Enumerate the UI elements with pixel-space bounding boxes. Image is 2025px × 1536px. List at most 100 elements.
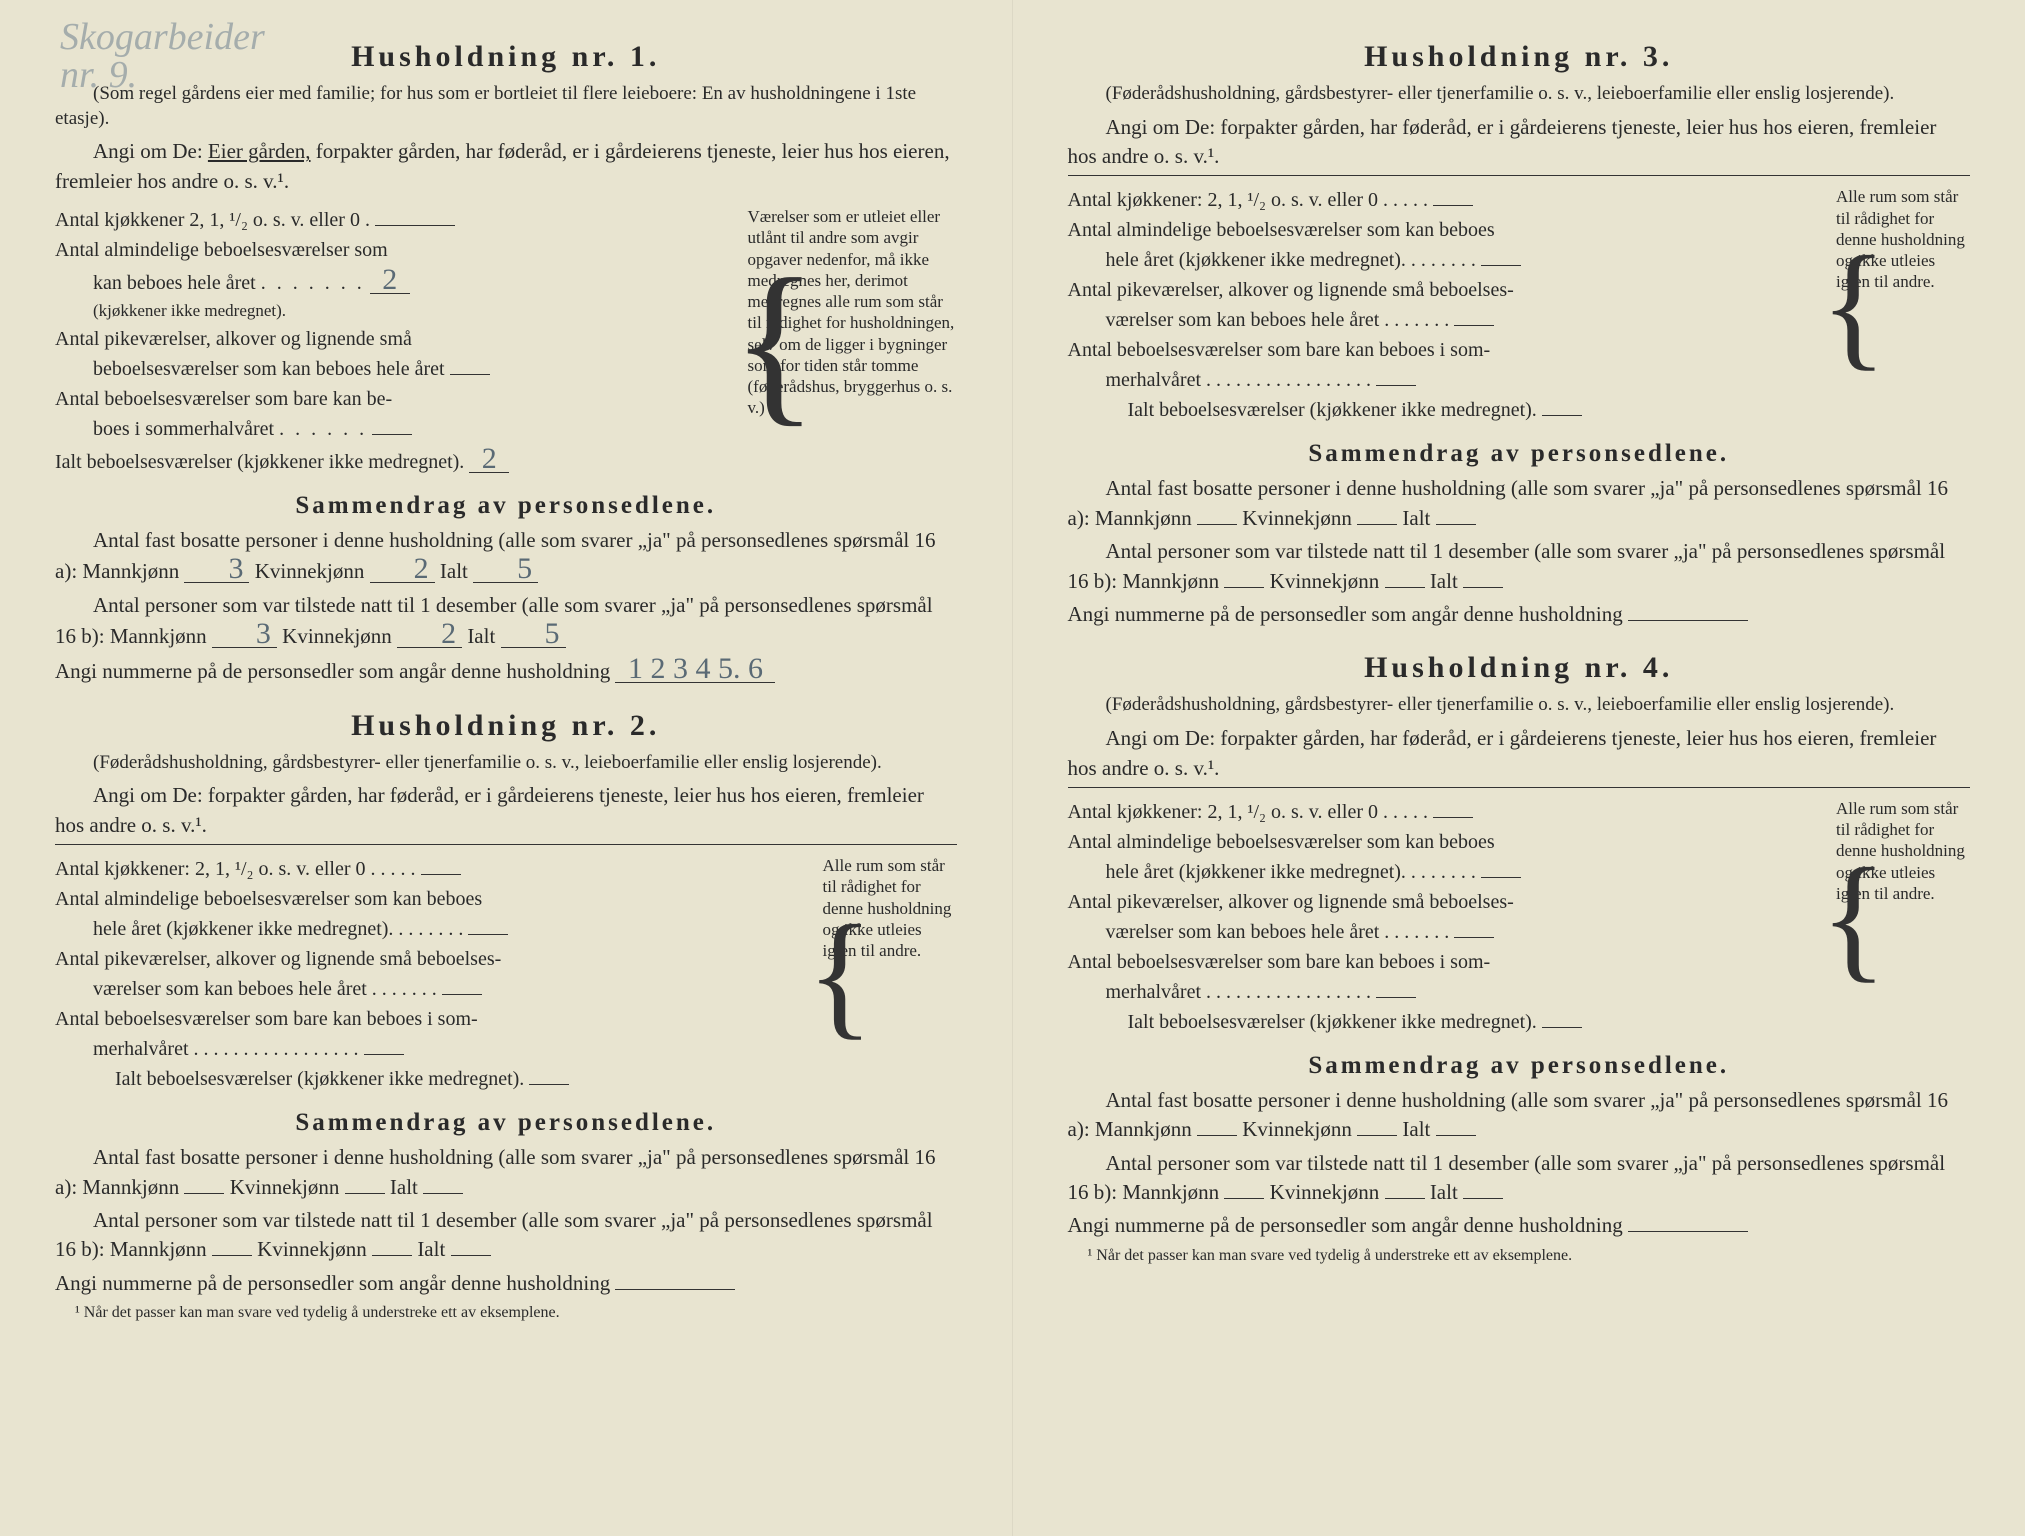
left-page: Skogarbeider nr. 9. Husholdning nr. 1. (… [0, 0, 1013, 1536]
h4-p16b-k-label: Kvinnekjønn [1270, 1180, 1380, 1204]
h4-numrene: Angi nummerne på de personsedler som ang… [1068, 1211, 1971, 1240]
h2-r-l1: Antal kjøkkener: 2, 1, ¹/₂ o. s. v. elle… [55, 858, 416, 880]
h3-title: Husholdning nr. 3. [1068, 40, 1971, 74]
h3-p16a: Antal fast bosatte personer i denne hush… [1068, 474, 1971, 533]
h3-sammendrag-title: Sammendrag av personsedlene. [1068, 440, 1971, 468]
h1-p16b-i: 5 [501, 620, 566, 648]
household-2: Husholdning nr. 2. (Føderådshusholdning,… [55, 709, 957, 1322]
angi-underlined: Eier gården, [208, 139, 311, 163]
h2-sammendrag-title: Sammendrag av personsedlene. [55, 1109, 957, 1137]
h4-r-l1: Antal kjøkkener: 2, 1, ¹/₂ o. s. v. elle… [1068, 801, 1429, 823]
brace-icon: { [1820, 186, 1887, 426]
right-page: Husholdning nr. 3. (Føderådshusholdning,… [1013, 0, 2025, 1536]
h2-r-l4b: merhalvåret . . . . . . . . . . . . . . … [93, 1038, 359, 1060]
h2-r-l3b: værelser som kan beboes hele året . . . … [93, 978, 437, 1000]
h1-p16a-k: 2 [370, 555, 435, 583]
h1-r-l3b: beboelsesværelser som kan beboes hele år… [93, 358, 445, 380]
h4-r-l3b: værelser som kan beboes hele året . . . … [1106, 921, 1450, 943]
h3-r-l2b: hele året (kjøkkener ikke medregnet). . … [1106, 249, 1476, 271]
h2-p16b-pre: Antal personer som var tilstede natt til… [55, 1208, 933, 1261]
h2-angi: Angi om De: forpakter gården, har føderå… [55, 781, 957, 840]
h1-rooms-side: { Værelser som er utleiet eller utlånt t… [732, 206, 957, 478]
h3-r-l3b: værelser som kan beboes hele året . . . … [1106, 309, 1450, 331]
h1-numrene: Angi nummerne på de personsedler som ang… [55, 655, 957, 686]
h1-p16a-i: 5 [473, 555, 538, 583]
h2-p16a: Antal fast bosatte personer i denne hush… [55, 1143, 957, 1202]
h3-r-l4b: merhalvåret . . . . . . . . . . . . . . … [1106, 369, 1372, 391]
h1-r-l1: Antal kjøkkener 2, 1, ¹/₂ o. s. v. eller… [55, 209, 370, 231]
h3-rooms-left: Antal kjøkkener: 2, 1, ¹/₂ o. s. v. elle… [1068, 186, 1809, 426]
h2-r-l2a: Antal almindelige beboelsesværelser som … [55, 888, 482, 910]
h4-r-l3a: Antal pikeværelser, alkover og lignende … [1068, 891, 1514, 913]
h1-r-l2b: kan beboes hele året [93, 272, 256, 294]
h4-angi: Angi om De: forpakter gården, har føderå… [1068, 724, 1971, 783]
h2-p16b-i-label: Ialt [417, 1237, 445, 1261]
h1-p16b: Antal personer som var tilstede natt til… [55, 591, 957, 652]
household-1: Husholdning nr. 1. (Som regel gårdens ei… [55, 40, 957, 687]
h2-rooms-side: { Alle rum som står til rådighet for den… [807, 855, 957, 1095]
h1-p16b-i-label: Ialt [467, 624, 495, 648]
h3-p16a-i-label: Ialt [1402, 506, 1430, 530]
h1-p16b-k: 2 [397, 620, 462, 648]
h1-p16b-k-label: Kvinnekjønn [282, 624, 392, 648]
h4-r-l5: Ialt beboelsesværelser (kjøkkener ikke m… [1128, 1011, 1537, 1033]
h4-title: Husholdning nr. 4. [1068, 651, 1971, 685]
h1-numrene-label: Angi nummerne på de personsedler som ang… [55, 659, 610, 683]
h2-p16a-k-label: Kvinnekjønn [230, 1175, 340, 1199]
h1-r-l3a: Antal pikeværelser, alkover og lignende … [55, 328, 412, 350]
h4-p16b-i-label: Ialt [1430, 1180, 1458, 1204]
h2-numrene-label: Angi nummerne på de personsedler som ang… [55, 1271, 610, 1295]
h2-r-l2b: hele året (kjøkkener ikke medregnet). . … [93, 918, 463, 940]
h3-r-l3a: Antal pikeværelser, alkover og lignende … [1068, 279, 1514, 301]
h4-numrene-label: Angi nummerne på de personsedler som ang… [1068, 1213, 1623, 1237]
brace-icon: { [1820, 798, 1887, 1038]
h1-p16a-k-label: Kvinnekjønn [255, 559, 365, 583]
h3-angi: Angi om De: forpakter gården, har føderå… [1068, 113, 1971, 172]
h2-rooms: Antal kjøkkener: 2, 1, ¹/₂ o. s. v. elle… [55, 855, 957, 1095]
h4-r-l2b: hele året (kjøkkener ikke medregnet). . … [1106, 861, 1476, 883]
h1-p16b-m: 3 [212, 620, 277, 648]
h2-numrene: Angi nummerne på de personsedler som ang… [55, 1269, 957, 1298]
brace-icon: { [732, 206, 818, 478]
h4-footnote: ¹ Når det passer kan man svare ved tydel… [1068, 1247, 1971, 1265]
h1-r-l2b-val: 2 [370, 266, 410, 294]
h3-r-l4a: Antal beboelsesværelser som bare kan beb… [1068, 339, 1491, 361]
h2-r-l5: Ialt beboelsesværelser (kjøkkener ikke m… [115, 1068, 524, 1090]
h1-sammendrag-title: Sammendrag av personsedlene. [55, 492, 957, 520]
h3-p16b: Antal personer som var tilstede natt til… [1068, 537, 1971, 596]
h1-rooms-left: Antal kjøkkener 2, 1, ¹/₂ o. s. v. eller… [55, 206, 720, 478]
h3-numrene-label: Angi nummerne på de personsedler som ang… [1068, 602, 1623, 626]
h3-p16a-k-label: Kvinnekjønn [1242, 506, 1352, 530]
h4-p16b-pre: Antal personer som var tilstede natt til… [1068, 1151, 1946, 1204]
h2-footnote: ¹ Når det passer kan man svare ved tydel… [55, 1304, 957, 1322]
h2-rooms-left: Antal kjøkkener: 2, 1, ¹/₂ o. s. v. elle… [55, 855, 795, 1095]
h3-p16b-pre: Antal personer som var tilstede natt til… [1068, 539, 1946, 592]
h1-r-l5: Ialt beboelsesværelser (kjøkkener ikke m… [55, 451, 464, 473]
h3-r-l2a: Antal almindelige beboelsesværelser som … [1068, 219, 1495, 241]
h2-title: Husholdning nr. 2. [55, 709, 957, 743]
h3-p16b-i-label: Ialt [1430, 569, 1458, 593]
h4-p16b: Antal personer som var tilstede natt til… [1068, 1149, 1971, 1208]
h4-rooms-left: Antal kjøkkener: 2, 1, ¹/₂ o. s. v. elle… [1068, 798, 1809, 1038]
h2-subtitle: (Føderådshusholdning, gårdsbestyrer- ell… [55, 751, 957, 776]
h4-r-l2a: Antal almindelige beboelsesværelser som … [1068, 831, 1495, 853]
h1-r-l4a: Antal beboelsesværelser som bare kan be- [55, 388, 392, 410]
h1-p16a-i-label: Ialt [440, 559, 468, 583]
h4-r-l4a: Antal beboelsesværelser som bare kan beb… [1068, 951, 1491, 973]
h4-sammendrag-title: Sammendrag av personsedlene. [1068, 1052, 1971, 1080]
h1-r-l2c: (kjøkkener ikke medregnet). [93, 301, 286, 320]
h3-p16b-k-label: Kvinnekjønn [1270, 569, 1380, 593]
h2-r-l4a: Antal beboelsesværelser som bare kan beb… [55, 1008, 478, 1030]
h3-r-l5: Ialt beboelsesværelser (kjøkkener ikke m… [1128, 399, 1537, 421]
h4-rooms: Antal kjøkkener: 2, 1, ¹/₂ o. s. v. elle… [1068, 798, 1971, 1038]
h1-r-l2b-dots: . . . . . . . [261, 272, 365, 294]
h4-r-l4b: merhalvåret . . . . . . . . . . . . . . … [1106, 981, 1372, 1003]
handwriting-annotation: Skogarbeider nr. 9. [60, 18, 265, 94]
h1-r-l4b: boes i sommerhalvåret [93, 418, 274, 440]
h4-p16a-i-label: Ialt [1402, 1117, 1430, 1141]
h2-r-l3a: Antal pikeværelser, alkover og lignende … [55, 948, 501, 970]
h1-numrene-val: 1 2 3 4 5. 6 [615, 655, 775, 683]
h3-r-l1: Antal kjøkkener: 2, 1, ¹/₂ o. s. v. elle… [1068, 189, 1429, 211]
h3-rooms-side: { Alle rum som står til rådighet for den… [1820, 186, 1970, 426]
angi-prefix: Angi om De: [93, 139, 203, 163]
